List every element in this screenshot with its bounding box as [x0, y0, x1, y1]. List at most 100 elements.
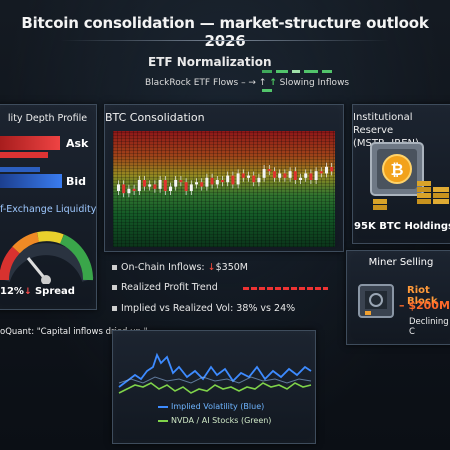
legend-ai-stocks: NVDA / AI Stocks (Green) — [158, 416, 271, 425]
arrow-up-icon: ↑ — [269, 78, 277, 88]
bullet-icon — [112, 306, 117, 311]
bid-bar — [0, 174, 62, 188]
etf-flows: BlackRock ETF Flows – → ↑ ↑ Slowing Infl… — [145, 78, 349, 88]
candle-body — [257, 177, 261, 183]
candle-body — [309, 173, 313, 180]
volatility-line-chart — [118, 352, 312, 394]
candle-body — [163, 180, 167, 191]
page-title: Bitcoin consolidation — market-structure… — [21, 14, 429, 50]
reserve-title: Institutional Reserve — [353, 112, 413, 136]
svg-text:₿: ₿ — [390, 160, 403, 179]
implied-vol-label: Implied vs Realized Vol: — [121, 303, 234, 314]
spread-readout: 12%↓ Spread — [0, 286, 75, 297]
btc-consolidation-title: BTC Consolidation — [105, 111, 205, 124]
bullet-icon — [112, 265, 117, 270]
candle-body — [169, 186, 172, 191]
candle-body — [215, 180, 219, 185]
candle-body — [127, 188, 131, 194]
mining-rig-icon — [358, 284, 394, 318]
legend-swatch-green — [158, 419, 168, 422]
candle-body — [189, 184, 193, 191]
realized-profit-line: Realized Profit Trend — [112, 282, 218, 293]
legend-blue-label: Implied Volatility (Blue) — [171, 402, 265, 411]
candle-body — [278, 173, 282, 178]
miner-trend: Declining C — [409, 317, 449, 337]
candle-body — [179, 180, 183, 183]
candle-body — [247, 175, 250, 178]
candle-body — [143, 180, 146, 187]
onchain-inflows-line: On-Chain Inflows: ↓$350M — [112, 262, 248, 273]
candle-body — [325, 166, 328, 174]
bid-label: Bid — [66, 175, 87, 188]
candlestick-chart — [117, 162, 334, 198]
realized-profit-trend-bar — [243, 287, 328, 290]
candle-body — [153, 184, 157, 189]
candle-body — [174, 180, 178, 187]
holdings-label: 95K BTC Holdings — [354, 221, 450, 232]
etf-title: ETF Normalization — [148, 55, 272, 69]
ai-stocks-line — [118, 382, 312, 394]
candle-body — [314, 171, 318, 180]
candle-body — [283, 173, 287, 178]
implied-vol-line: Implied vs Realized Vol: 38% vs 24% — [112, 303, 295, 314]
candle-body — [117, 184, 120, 191]
liquidity-depth-title: lity Depth Profile — [7, 113, 88, 124]
realized-profit-label: Realized Profit Trend — [121, 282, 218, 293]
candle-body — [330, 167, 334, 172]
candle-body — [148, 184, 152, 187]
miner-amount-value: $200M — [408, 299, 450, 312]
arrow-down-icon: ↓ — [207, 262, 216, 273]
secondary-volatility-line — [118, 376, 312, 384]
miner-selling-title: Miner Selling — [368, 257, 434, 268]
candle-body — [267, 169, 271, 172]
candle-body — [252, 175, 256, 183]
spread-value: 12% — [0, 286, 24, 297]
institutional-reserve-panel: Institutional Reserve (MSTR, IREN) ₿ 95K… — [352, 104, 450, 244]
spread-label: Spread — [34, 286, 75, 297]
implied-vol-value: 38% vs 24% — [236, 303, 296, 314]
gauge-icon — [0, 224, 96, 285]
miner-amount: – $200M — [399, 299, 450, 312]
etf-flows-status: Slowing Inflows — [279, 78, 350, 88]
analyst-quote: oQuant: "Capital inflows dried up." — [0, 327, 148, 337]
miner-selling-panel: Miner Selling Riot Block – $200M Declini… — [346, 250, 450, 345]
miner-name: Riot Block — [407, 285, 438, 307]
candle-body — [273, 171, 276, 178]
etf-flows-label: BlackRock ETF Flows — [145, 78, 239, 88]
vault-icon: ₿ — [370, 142, 449, 210]
ask-bar-2 — [0, 152, 48, 158]
etf-flows-sep: – → ↑ — [241, 78, 267, 88]
exchange-liquidity-subtitle: f-Exchange Liquidity — [0, 204, 97, 215]
btc-consolidation-panel: BTC Consolidation — [104, 104, 344, 252]
candle-body — [262, 169, 266, 178]
candle-body — [184, 182, 188, 191]
volatility-chart-panel — [112, 330, 316, 444]
onchain-inflows-value: $350M — [215, 262, 248, 273]
candle-body — [226, 175, 230, 183]
candle-body — [231, 175, 235, 185]
bullet-icon — [112, 285, 117, 290]
candle-body — [236, 173, 240, 185]
candle-body — [221, 180, 224, 183]
legend-implied-volatility: Implied Volatility (Blue) — [158, 402, 264, 411]
candle-body — [195, 182, 198, 185]
title-divider — [60, 40, 390, 41]
ask-label: Ask — [66, 137, 89, 150]
candle-body — [288, 171, 292, 178]
dash-line-icon — [262, 61, 342, 92]
candle-body — [137, 180, 141, 191]
candle-body — [319, 171, 323, 174]
candle-body — [210, 177, 214, 185]
legend-swatch-blue — [158, 405, 168, 408]
candle-body — [158, 180, 162, 189]
candle-body — [299, 177, 302, 180]
candle-body — [132, 188, 136, 191]
candle-body — [293, 171, 297, 180]
implied-volatility-line — [118, 352, 312, 388]
onchain-inflows-label: On-Chain Inflows: — [121, 262, 205, 273]
arrow-down-icon: ↓ — [23, 287, 32, 297]
ask-bar — [0, 136, 60, 150]
candle-body — [241, 173, 245, 178]
legend-green-label: NVDA / AI Stocks (Green) — [171, 416, 272, 425]
candle-body — [205, 177, 209, 187]
